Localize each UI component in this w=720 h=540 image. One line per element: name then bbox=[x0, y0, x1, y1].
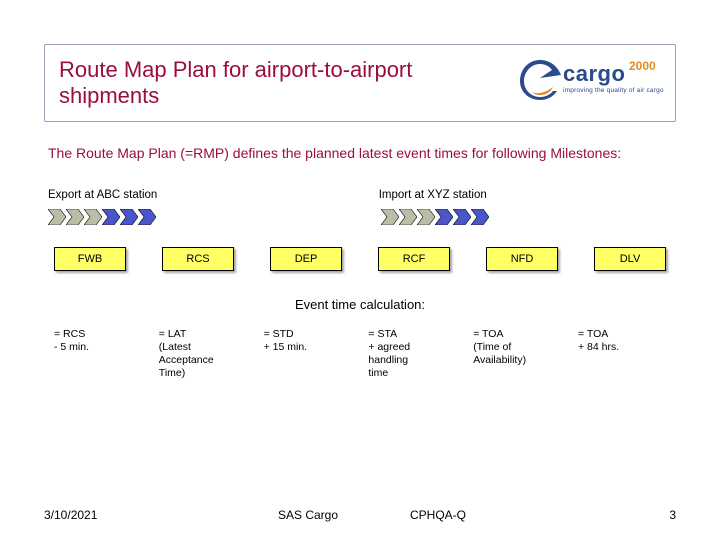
cargo2000-logo: cargo 2000 improving the quality of air … bbox=[511, 55, 661, 111]
chevron-icon bbox=[453, 209, 471, 225]
chevron-icon bbox=[120, 209, 138, 225]
title-block: Route Map Plan for airport-to-airport sh… bbox=[44, 44, 676, 122]
chevron-icon bbox=[435, 209, 453, 225]
chevron-row bbox=[48, 209, 676, 225]
footer-page: 3 bbox=[669, 508, 676, 522]
calc-title: Event time calculation: bbox=[44, 297, 676, 312]
footer-date: 3/10/2021 bbox=[44, 508, 97, 522]
chevron-icon bbox=[66, 209, 84, 225]
footer: 3/10/2021 SAS Cargo CPHQA-Q 3 bbox=[44, 508, 676, 522]
logo-word: cargo bbox=[563, 61, 625, 87]
calc-rcs: = LAT(LatestAcceptanceTime) bbox=[159, 328, 247, 381]
milestone-fwb: FWB bbox=[54, 247, 126, 271]
station-labels: Export at ABC station Import at XYZ stat… bbox=[48, 189, 672, 201]
logo-tagline: improving the quality of air cargo bbox=[563, 87, 664, 94]
calc-rcf: = STA+ agreedhandlingtime bbox=[368, 328, 456, 381]
logo-swoosh-icon bbox=[517, 57, 563, 103]
slide: Route Map Plan for airport-to-airport sh… bbox=[0, 0, 720, 540]
slide-title: Route Map Plan for airport-to-airport sh… bbox=[59, 57, 489, 110]
chevron-icon bbox=[417, 209, 435, 225]
chevron-icon bbox=[138, 209, 156, 225]
calc-row: = RCS- 5 min. = LAT(LatestAcceptanceTime)… bbox=[54, 328, 666, 381]
milestone-dlv: DLV bbox=[594, 247, 666, 271]
import-station-label: Import at XYZ station bbox=[379, 189, 672, 201]
footer-mid2: CPHQA-Q bbox=[410, 508, 466, 522]
calc-fwb: = RCS- 5 min. bbox=[54, 328, 142, 381]
milestone-rcf: RCF bbox=[378, 247, 450, 271]
calc-dlv: = TOA+ 84 hrs. bbox=[578, 328, 666, 381]
milestone-row: FWB RCS DEP RCF NFD DLV bbox=[54, 247, 666, 271]
export-chevrons bbox=[48, 209, 381, 225]
chevron-icon bbox=[48, 209, 66, 225]
milestone-dep: DEP bbox=[270, 247, 342, 271]
milestone-rcs: RCS bbox=[162, 247, 234, 271]
milestone-nfd: NFD bbox=[486, 247, 558, 271]
import-chevrons bbox=[381, 209, 676, 225]
intro-text: The Route Map Plan (=RMP) defines the pl… bbox=[48, 144, 672, 163]
calc-dep: = STD+ 15 min. bbox=[264, 328, 352, 381]
footer-mid1: SAS Cargo bbox=[278, 508, 338, 522]
chevron-icon bbox=[381, 209, 399, 225]
chevron-icon bbox=[84, 209, 102, 225]
chevron-icon bbox=[102, 209, 120, 225]
export-station-label: Export at ABC station bbox=[48, 189, 379, 201]
chevron-icon bbox=[399, 209, 417, 225]
logo-year: 2000 bbox=[629, 59, 656, 73]
calc-nfd: = TOA(Time ofAvailability) bbox=[473, 328, 561, 381]
chevron-icon bbox=[471, 209, 489, 225]
